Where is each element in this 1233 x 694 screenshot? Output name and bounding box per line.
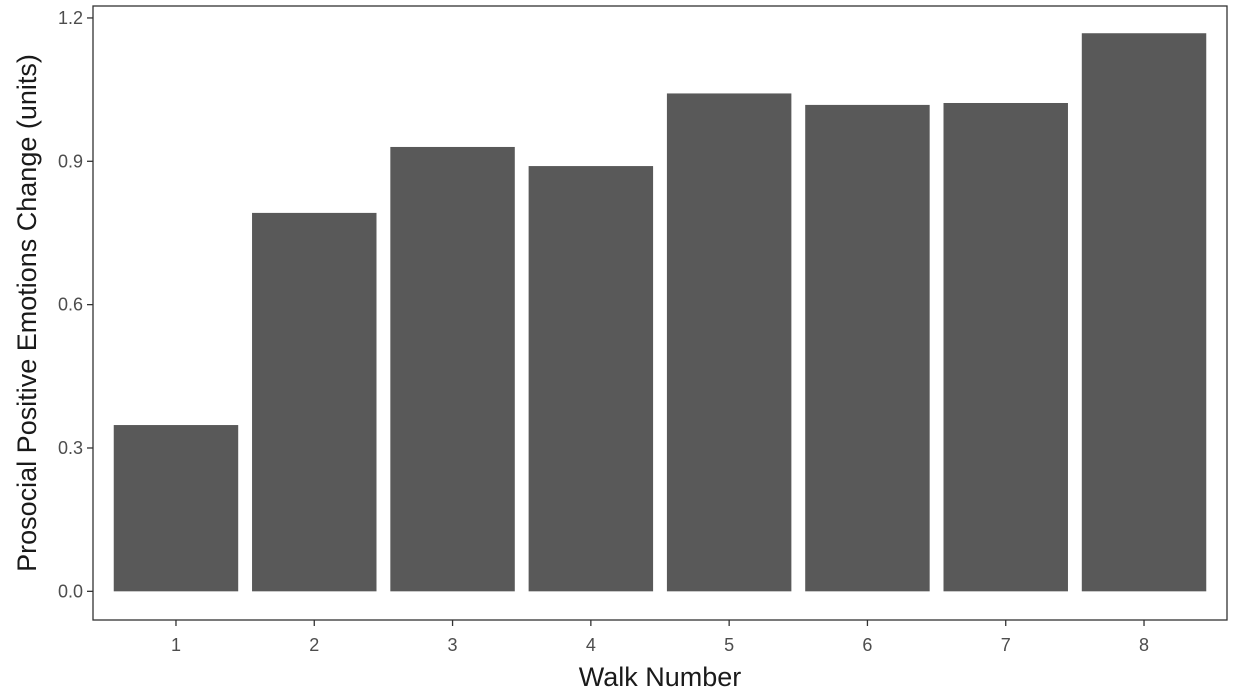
- bar-walk-3: [390, 146, 515, 592]
- bar-walk-1: [113, 425, 239, 592]
- x-tick-label: 5: [724, 635, 734, 655]
- x-tick-label: 4: [586, 635, 596, 655]
- bar-walk-7: [943, 102, 1068, 592]
- x-axis-ticks: 1 2 3 4 5 6 7 8: [171, 620, 1149, 655]
- x-tick-label: 2: [309, 635, 319, 655]
- x-tick-label: 1: [171, 635, 181, 655]
- x-tick-label: 7: [1001, 635, 1011, 655]
- bar-walk-2: [252, 212, 377, 592]
- bar-walk-6: [805, 104, 930, 592]
- y-tick-label: 0.6: [58, 295, 83, 315]
- y-axis-title: Prosocial Positive Emotions Change (unit…: [12, 54, 42, 572]
- bar-walk-5: [666, 93, 792, 592]
- bars: [113, 33, 1207, 592]
- bar-walk-8: [1081, 33, 1207, 592]
- y-tick-label: 1.2: [58, 8, 83, 28]
- y-tick-label: 0.9: [58, 151, 83, 171]
- y-axis-ticks: 0.0 0.3 0.6 0.9 1.2: [58, 8, 93, 601]
- y-tick-label: 0.3: [58, 438, 83, 458]
- panel-border: [92, 5, 1228, 621]
- x-tick-label: 6: [862, 635, 872, 655]
- y-tick-label: 0.0: [58, 581, 83, 601]
- bar-walk-4: [528, 166, 654, 592]
- x-tick-label: 8: [1139, 635, 1149, 655]
- x-tick-label: 3: [448, 635, 458, 655]
- x-axis-title: Walk Number: [579, 662, 742, 692]
